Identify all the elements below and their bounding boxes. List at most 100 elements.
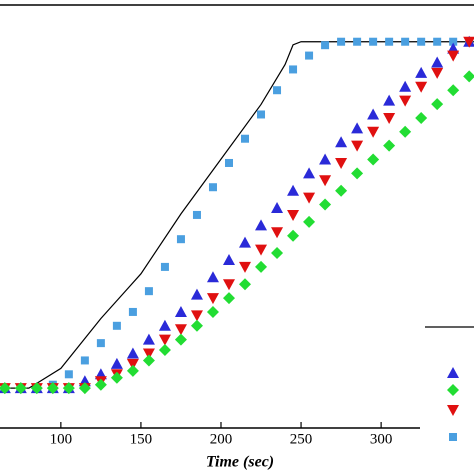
data-point [417, 37, 426, 46]
data-point [174, 324, 187, 336]
data-point [415, 81, 428, 93]
data-point [206, 305, 219, 318]
data-point [14, 382, 27, 395]
data-point [255, 244, 268, 256]
data-point [222, 253, 235, 265]
data-point [271, 247, 284, 260]
data-point [399, 95, 412, 107]
data-point [335, 184, 348, 197]
data-point [353, 37, 362, 46]
data-point [399, 80, 412, 92]
data-point [431, 67, 444, 79]
data-point [112, 321, 121, 330]
data-point [367, 108, 380, 120]
data-point [128, 307, 137, 316]
data-point [335, 157, 348, 169]
data-point [158, 334, 171, 346]
data-point [158, 319, 171, 331]
data-point [415, 66, 428, 78]
data-point [319, 198, 332, 211]
data-point [257, 110, 266, 119]
data-point [287, 184, 300, 196]
data-point [192, 210, 201, 219]
data-point [303, 167, 316, 179]
data-point [174, 305, 187, 317]
x-tick-label: 300 [370, 431, 393, 447]
data-point [78, 382, 91, 395]
legend-symbol [449, 433, 457, 441]
data-point [431, 98, 444, 111]
data-point [287, 229, 300, 242]
data-point [337, 37, 346, 46]
data-point [126, 364, 139, 377]
data-point [142, 354, 155, 367]
data-point [255, 260, 268, 273]
data-point [271, 227, 284, 239]
data-point [447, 84, 460, 97]
legend [420, 312, 474, 452]
data-point [239, 236, 252, 248]
x-axis-title: Time (sec) [206, 454, 274, 471]
data-point [190, 319, 203, 332]
data-point [401, 37, 410, 46]
data-point [206, 271, 219, 283]
data-point [415, 111, 428, 124]
data-point [271, 202, 284, 214]
data-point [287, 209, 300, 221]
data-point [463, 70, 474, 83]
data-point [289, 65, 298, 74]
data-point [208, 183, 217, 192]
data-point [241, 134, 250, 143]
data-point [383, 139, 396, 152]
data-point [94, 378, 107, 391]
data-point [351, 140, 364, 152]
data-point [433, 37, 442, 46]
data-point [142, 348, 155, 360]
data-point [224, 158, 233, 167]
data-point [62, 382, 75, 395]
data-point [142, 333, 155, 345]
data-point [30, 382, 43, 395]
data-point [206, 293, 219, 305]
data-point [273, 86, 282, 95]
data-point [96, 339, 105, 348]
legend-box [420, 312, 474, 452]
data-point [64, 370, 73, 379]
data-point [383, 112, 396, 124]
data-point [110, 371, 123, 384]
data-point [303, 215, 316, 228]
data-point [449, 37, 458, 46]
data-point [351, 122, 364, 134]
data-point [158, 344, 171, 357]
x-tick-label: 200 [210, 431, 233, 447]
data-point [321, 41, 330, 50]
legend-symbol [447, 367, 459, 378]
data-point [447, 50, 460, 62]
data-point [431, 56, 444, 68]
data-point [110, 357, 123, 369]
data-point [367, 126, 380, 138]
data-point [303, 192, 316, 204]
data-point [0, 382, 11, 395]
data-point [367, 153, 380, 166]
data-point [144, 287, 153, 296]
data-point [174, 333, 187, 346]
series-line [0, 41, 474, 389]
data-point [239, 261, 252, 273]
data-point [176, 235, 185, 244]
data-point [319, 153, 332, 165]
data-point [385, 37, 394, 46]
data-point [222, 292, 235, 305]
data-point [319, 175, 332, 187]
x-tick-label: 150 [130, 431, 153, 447]
legend-symbol [447, 384, 459, 396]
data-point [80, 356, 89, 365]
data-point [126, 347, 139, 359]
data-point [463, 36, 474, 48]
data-point [126, 358, 139, 370]
data-point [351, 167, 364, 180]
legend-symbol [447, 405, 459, 416]
data-point [239, 278, 252, 291]
data-point [335, 136, 348, 148]
